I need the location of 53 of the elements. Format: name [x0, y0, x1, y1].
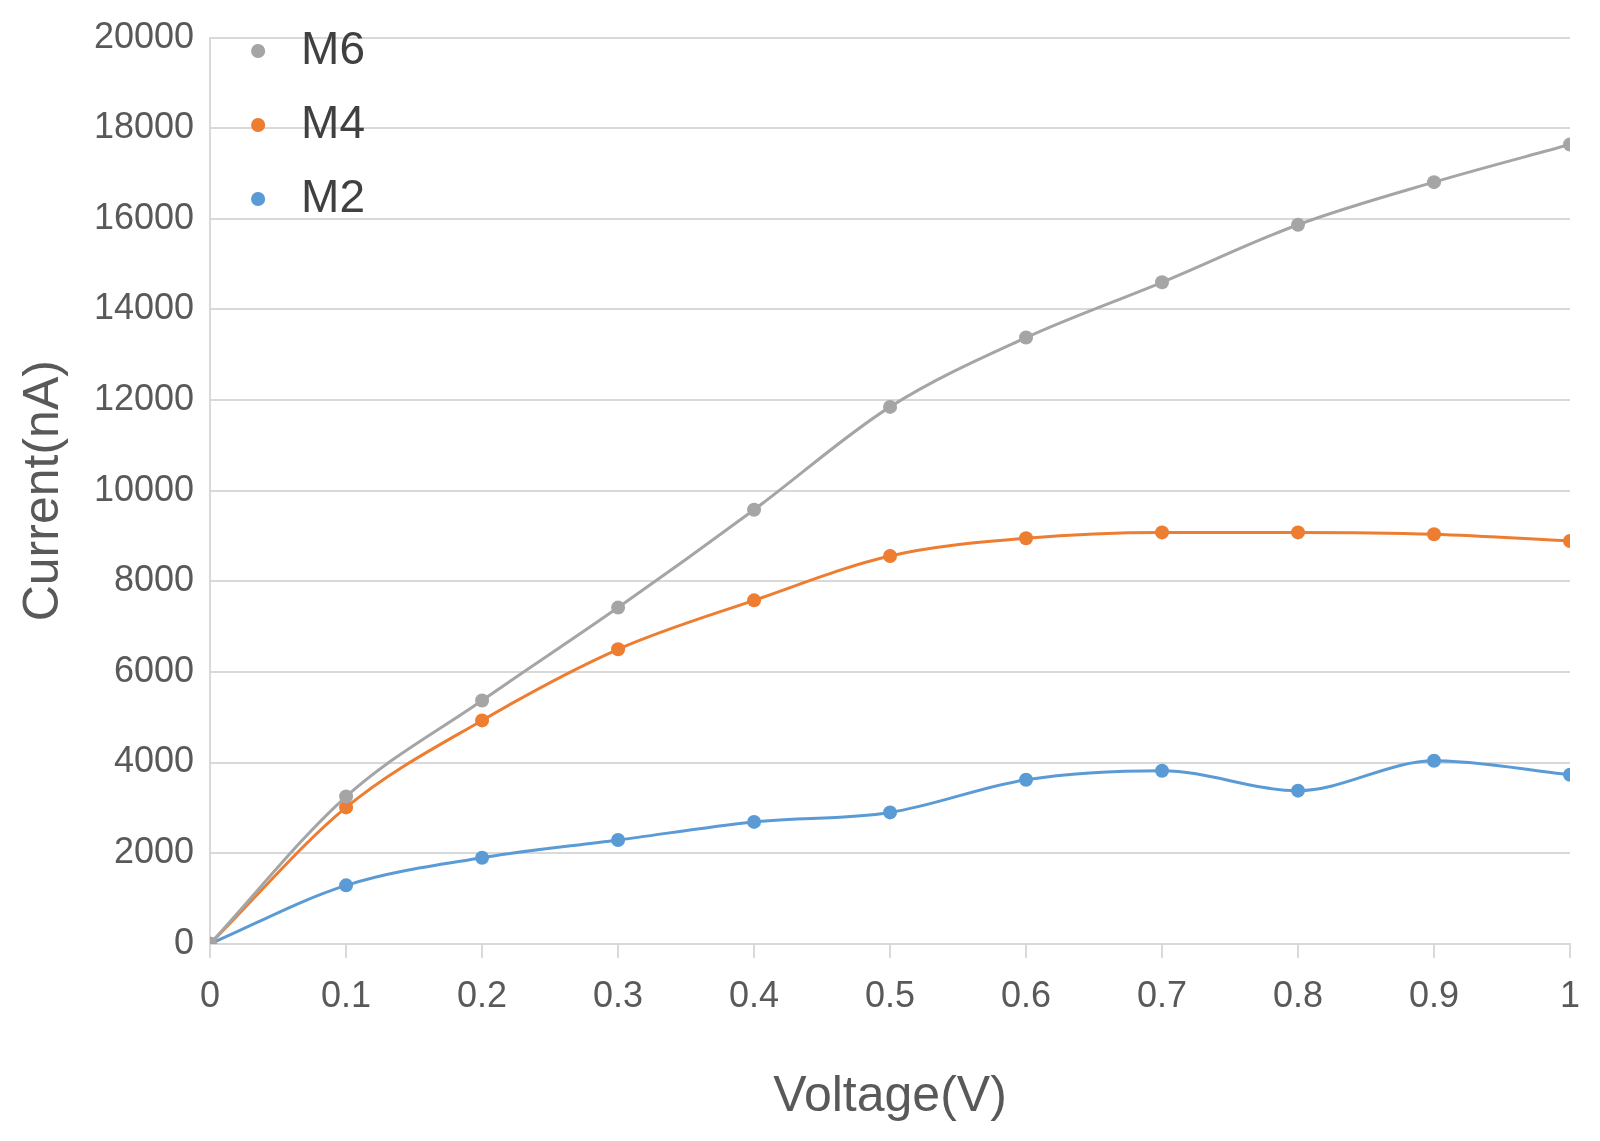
point: [1427, 175, 1442, 190]
point: [747, 814, 762, 829]
x-axis-title: Voltage(V): [773, 1065, 1007, 1122]
y-tick-label: 6000: [114, 648, 195, 690]
x-tick-label: 0.4: [729, 974, 780, 1016]
y-tick-label: 4000: [114, 739, 195, 781]
x-tick-label: 0.1: [321, 974, 372, 1016]
y-tick-label: 18000: [94, 105, 195, 147]
x-tick-label: 0.2: [457, 974, 508, 1016]
point: [475, 713, 490, 728]
y-tick-label: 8000: [114, 558, 195, 600]
point: [1019, 531, 1034, 546]
legend-label: M6: [301, 21, 366, 74]
point: [1291, 525, 1306, 540]
point: [883, 805, 898, 820]
x-tick-label: 0.5: [865, 974, 916, 1016]
x-tick-label: 1: [1559, 974, 1581, 1016]
point: [1019, 772, 1034, 787]
legend-label: M2: [301, 169, 366, 222]
y-tick-label: 10000: [94, 467, 195, 509]
y-tick-label: 14000: [94, 286, 195, 328]
point: [611, 642, 626, 657]
y-tick-label: 12000: [94, 377, 195, 418]
point: [1155, 525, 1170, 540]
x-tick-label: 0.7: [1137, 974, 1188, 1016]
point: [883, 399, 898, 414]
point: [475, 850, 490, 865]
point: [1155, 763, 1170, 778]
point: [883, 548, 898, 563]
x-tick-label: 0.6: [1001, 974, 1052, 1016]
point: [611, 600, 626, 615]
x-tick-label: 0: [200, 974, 221, 1016]
point: [1291, 217, 1306, 232]
y-axis-title: Current(nA): [12, 360, 69, 622]
y-tick-label: 16000: [94, 195, 195, 237]
y-tick-label: 0: [174, 920, 195, 962]
point: [611, 833, 626, 848]
point: [1427, 753, 1442, 768]
legend-label: M4: [301, 95, 366, 148]
point: [1291, 783, 1306, 798]
x-tick-label: 0.3: [593, 974, 644, 1016]
x-tick-label: 0.8: [1273, 974, 1324, 1016]
x-tick-label: 0.9: [1408, 974, 1460, 1016]
y-tick-label: 2000: [114, 830, 195, 872]
point: [475, 693, 490, 708]
point: [1427, 527, 1442, 542]
point: [339, 878, 354, 893]
point: [1155, 275, 1170, 290]
point: [747, 502, 762, 517]
point: [1019, 330, 1034, 345]
point: [339, 789, 354, 804]
y-tick-label: 20000: [94, 14, 195, 56]
point: [747, 593, 762, 608]
